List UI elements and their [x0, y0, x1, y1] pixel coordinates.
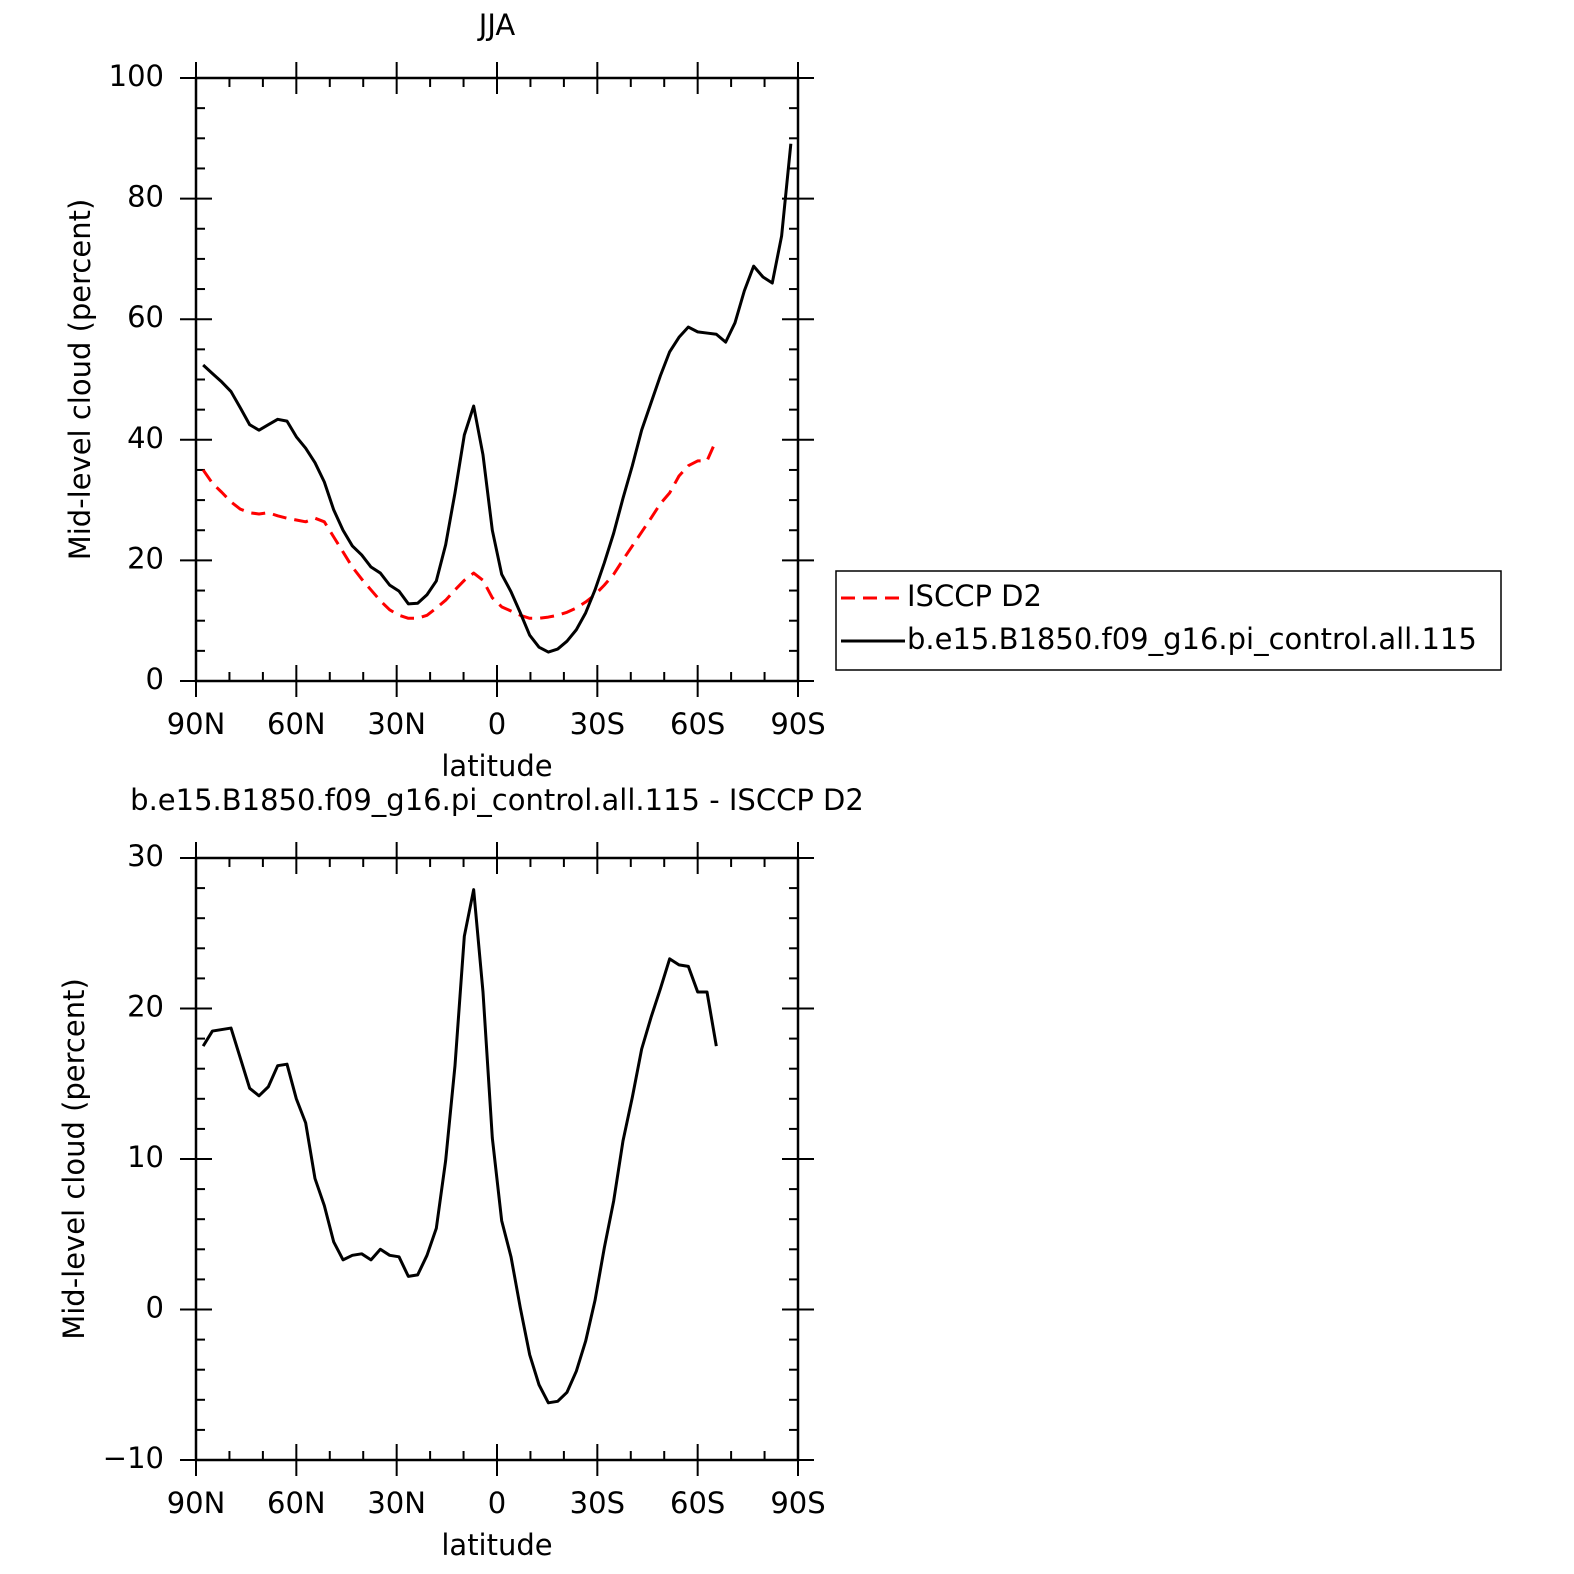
data-line — [201, 888, 718, 1405]
x-tick-label: 30S — [570, 707, 625, 741]
plot-frame — [194, 76, 800, 683]
data-line — [201, 439, 718, 620]
y-tick-label: 60 — [127, 300, 164, 334]
x-axis-label: latitude — [441, 1528, 552, 1562]
x-tick-label: 30S — [570, 1486, 625, 1520]
x-tick-label: 60N — [267, 1486, 326, 1520]
plot-frame — [194, 856, 800, 1462]
chart-title: JJA — [477, 8, 516, 42]
legend-label: ISCCP D2 — [907, 579, 1042, 613]
y-axis-label: Mid-level cloud (percent) — [63, 199, 97, 561]
legend: ISCCP D2 b.e15.B1850.f09_g16.pi_control.a… — [835, 570, 1502, 671]
x-tick-label: 0 — [488, 1486, 506, 1520]
y-tick-label: 20 — [127, 990, 164, 1024]
y-axis-label: Mid-level cloud (percent) — [57, 978, 91, 1340]
y-tick-label: −10 — [103, 1441, 164, 1475]
x-tick-label: 0 — [488, 707, 506, 741]
x-tick-label: 60S — [670, 707, 725, 741]
chart-title: b.e15.B1850.f09_g16.pi_control.all.115 -… — [130, 783, 864, 817]
data-line — [202, 143, 793, 654]
panel: b.e15.B1850.f09_g16.pi_control.all.115 -… — [57, 783, 864, 1562]
y-tick-label: 80 — [127, 180, 164, 214]
y-tick-label: 30 — [127, 839, 164, 873]
legend-frame — [835, 570, 1502, 671]
x-tick-label: 90S — [770, 1486, 825, 1520]
x-tick-label: 60S — [670, 1486, 725, 1520]
y-tick-label: 10 — [127, 1140, 164, 1174]
legend-label: b.e15.B1850.f09_g16.pi_control.all.115 — [907, 622, 1477, 656]
x-tick-label: 90N — [167, 1486, 226, 1520]
x-tick-label: 30N — [367, 1486, 426, 1520]
x-tick-label: 30N — [367, 707, 426, 741]
x-tick-label: 90N — [167, 707, 226, 741]
x-tick-label: 60N — [267, 707, 326, 741]
y-tick-label: 40 — [127, 421, 164, 455]
x-tick-label: 90S — [770, 707, 825, 741]
x-axis-label: latitude — [441, 749, 552, 783]
panel: JJA latitude Mid-level cloud (percent) 90N 6… — [63, 8, 1502, 783]
y-tick-label: 20 — [127, 541, 164, 575]
y-tick-label: 0 — [146, 662, 164, 696]
y-tick-label: 0 — [146, 1291, 164, 1325]
y-tick-label: 100 — [109, 59, 164, 93]
